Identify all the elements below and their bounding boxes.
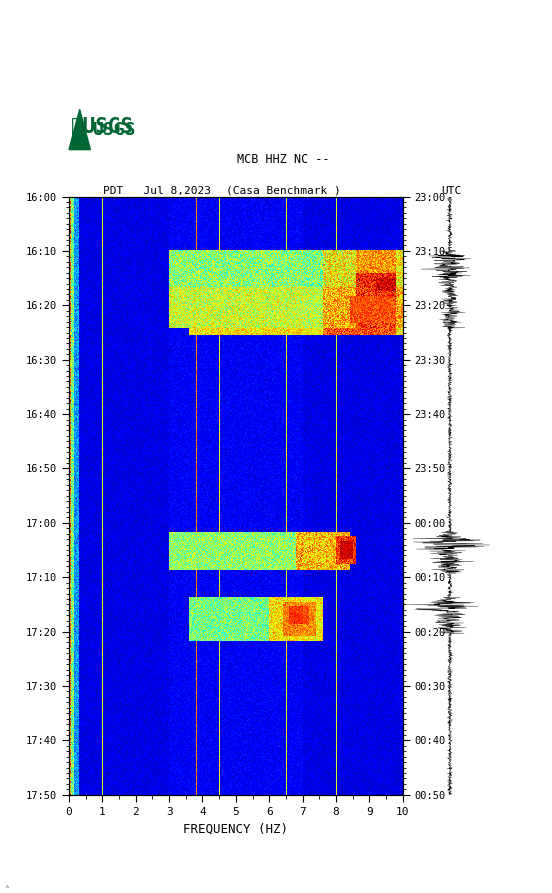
Text: MCB HHZ NC --: MCB HHZ NC -- [237, 153, 329, 166]
Text: UTC: UTC [441, 186, 461, 196]
Text: PDT   Jul 8,2023: PDT Jul 8,2023 [103, 186, 211, 196]
Text: (Casa Benchmark ): (Casa Benchmark ) [226, 186, 340, 196]
Text: ᴬ: ᴬ [6, 886, 8, 892]
Text: ⬛USGS: ⬛USGS [71, 117, 134, 138]
Text: USGS: USGS [93, 121, 136, 138]
Polygon shape [69, 110, 91, 150]
X-axis label: FREQUENCY (HZ): FREQUENCY (HZ) [183, 822, 288, 835]
